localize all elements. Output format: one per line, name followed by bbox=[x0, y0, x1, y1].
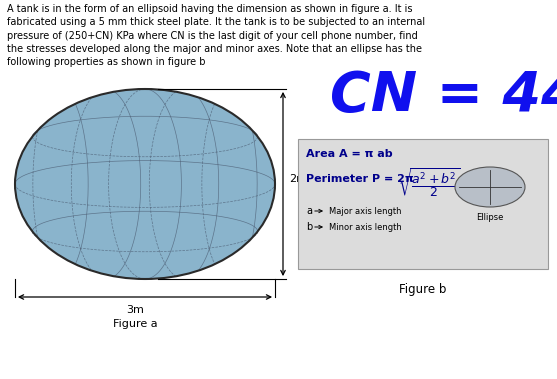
Text: a: a bbox=[306, 206, 312, 216]
Ellipse shape bbox=[15, 89, 275, 279]
Text: $\sqrt{\dfrac{a^2+b^2}{2}}$: $\sqrt{\dfrac{a^2+b^2}{2}}$ bbox=[398, 167, 461, 200]
Text: Figure a: Figure a bbox=[113, 319, 157, 329]
Text: CN = 44: CN = 44 bbox=[330, 69, 557, 123]
Ellipse shape bbox=[455, 167, 525, 207]
Text: Minor axis length: Minor axis length bbox=[329, 222, 402, 232]
FancyBboxPatch shape bbox=[298, 139, 548, 269]
Text: 2m: 2m bbox=[289, 174, 307, 184]
Text: Ellipse: Ellipse bbox=[476, 213, 504, 222]
Text: Figure b: Figure b bbox=[399, 283, 447, 296]
Text: 3m: 3m bbox=[126, 305, 144, 315]
Text: Major axis length: Major axis length bbox=[329, 207, 402, 216]
Text: Perimeter P = 2π: Perimeter P = 2π bbox=[306, 174, 414, 184]
Text: A tank is in the form of an ellipsoid having the dimension as shown in figure a.: A tank is in the form of an ellipsoid ha… bbox=[7, 4, 425, 67]
Text: b: b bbox=[306, 222, 312, 232]
Text: Area A = π ab: Area A = π ab bbox=[306, 149, 393, 159]
